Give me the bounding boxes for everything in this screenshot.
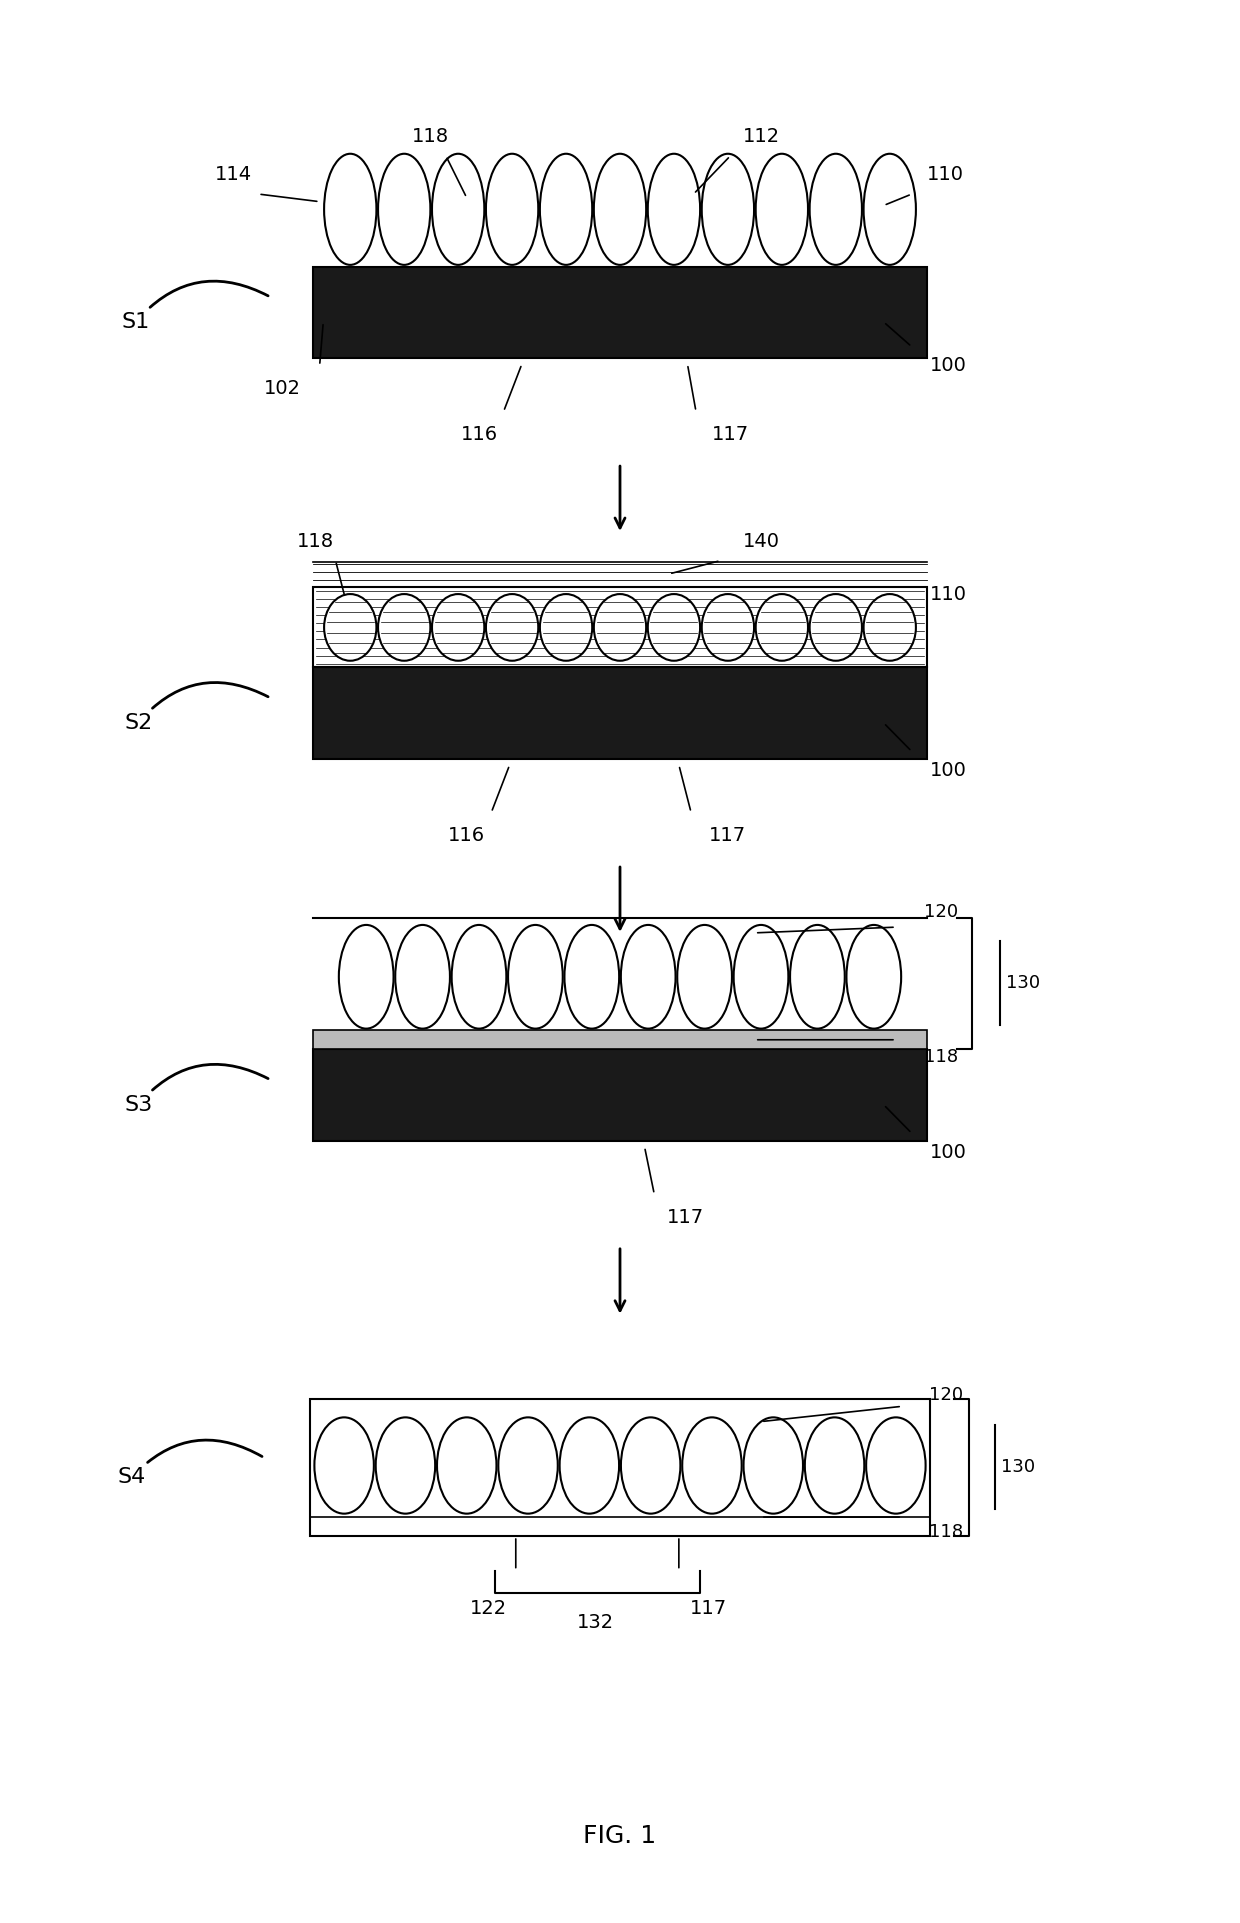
- Text: 130: 130: [1001, 1458, 1035, 1477]
- Text: 110: 110: [926, 165, 963, 185]
- Ellipse shape: [863, 154, 916, 265]
- Ellipse shape: [702, 594, 754, 662]
- Text: 118: 118: [298, 533, 335, 552]
- Ellipse shape: [376, 1417, 435, 1513]
- Ellipse shape: [396, 925, 450, 1029]
- Text: 120: 120: [924, 904, 959, 921]
- Text: FIG. 1: FIG. 1: [584, 1823, 656, 1848]
- Text: 117: 117: [712, 425, 749, 444]
- Text: 116: 116: [448, 827, 485, 844]
- Ellipse shape: [647, 594, 701, 662]
- Ellipse shape: [755, 154, 808, 265]
- Ellipse shape: [682, 1417, 742, 1513]
- Text: 100: 100: [930, 1142, 967, 1161]
- Ellipse shape: [451, 925, 506, 1029]
- Text: 132: 132: [577, 1613, 614, 1631]
- Ellipse shape: [559, 1417, 619, 1513]
- Ellipse shape: [539, 154, 593, 265]
- Text: 100: 100: [930, 762, 967, 781]
- Bar: [314, 267, 926, 358]
- Ellipse shape: [810, 594, 862, 662]
- Ellipse shape: [863, 594, 916, 662]
- Ellipse shape: [647, 154, 701, 265]
- Ellipse shape: [378, 594, 430, 662]
- Bar: [314, 1050, 926, 1140]
- Text: S4: S4: [118, 1440, 262, 1486]
- Bar: [314, 587, 926, 667]
- Bar: [310, 1398, 930, 1536]
- Text: 112: 112: [743, 127, 780, 146]
- Text: 118: 118: [924, 1048, 959, 1065]
- Ellipse shape: [432, 594, 485, 662]
- Ellipse shape: [810, 154, 862, 265]
- Text: 102: 102: [264, 379, 301, 398]
- Text: 120: 120: [929, 1386, 963, 1404]
- Text: 130: 130: [1006, 975, 1040, 992]
- Ellipse shape: [755, 594, 808, 662]
- Ellipse shape: [621, 1417, 681, 1513]
- Bar: [314, 667, 926, 760]
- Text: S2: S2: [124, 683, 268, 733]
- Bar: [314, 1031, 926, 1050]
- Text: S3: S3: [124, 1063, 268, 1115]
- Text: S1: S1: [122, 281, 268, 333]
- Text: 140: 140: [743, 533, 780, 552]
- Ellipse shape: [498, 1417, 558, 1513]
- Ellipse shape: [564, 925, 619, 1029]
- Ellipse shape: [324, 594, 377, 662]
- Text: 110: 110: [930, 585, 967, 604]
- Ellipse shape: [594, 154, 646, 265]
- Text: 122: 122: [470, 1600, 507, 1617]
- Ellipse shape: [378, 154, 430, 265]
- Text: 116: 116: [460, 425, 497, 444]
- Text: 117: 117: [689, 1600, 727, 1617]
- Ellipse shape: [790, 925, 844, 1029]
- Ellipse shape: [594, 594, 646, 662]
- Ellipse shape: [539, 594, 593, 662]
- Ellipse shape: [486, 154, 538, 265]
- Text: 117: 117: [666, 1208, 703, 1227]
- Ellipse shape: [867, 1417, 925, 1513]
- Ellipse shape: [315, 1417, 373, 1513]
- Ellipse shape: [677, 925, 732, 1029]
- Text: 100: 100: [930, 356, 967, 375]
- Ellipse shape: [702, 154, 754, 265]
- Ellipse shape: [734, 925, 789, 1029]
- Ellipse shape: [324, 154, 377, 265]
- Ellipse shape: [432, 154, 485, 265]
- Ellipse shape: [744, 1417, 804, 1513]
- Text: 114: 114: [216, 165, 252, 185]
- Ellipse shape: [486, 594, 538, 662]
- Ellipse shape: [621, 925, 676, 1029]
- Ellipse shape: [805, 1417, 864, 1513]
- Ellipse shape: [847, 925, 901, 1029]
- Ellipse shape: [339, 925, 393, 1029]
- Text: 118: 118: [412, 127, 449, 146]
- Ellipse shape: [436, 1417, 496, 1513]
- Text: 118: 118: [929, 1523, 963, 1542]
- Ellipse shape: [508, 925, 563, 1029]
- Text: 117: 117: [709, 827, 746, 844]
